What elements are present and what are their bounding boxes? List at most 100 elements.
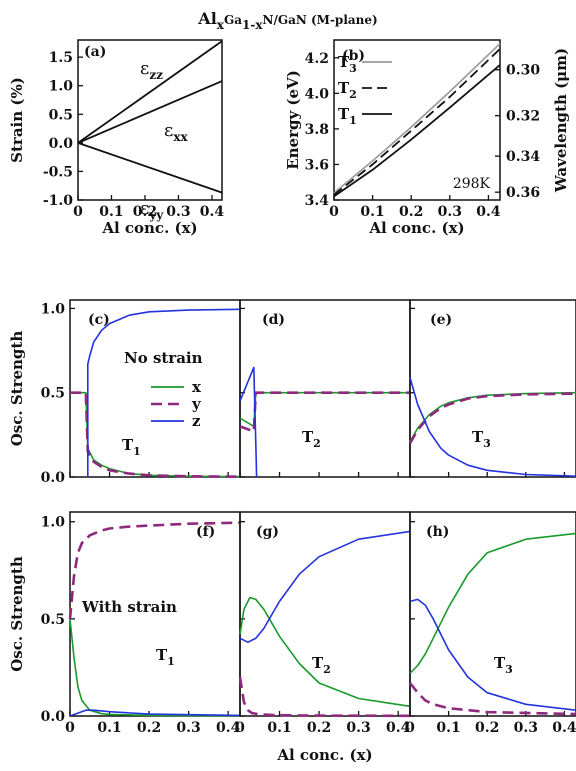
band-label-c-part: T (122, 436, 134, 454)
y-tick-label-a-0: -1.0 (43, 193, 73, 209)
x-tick-label-f-1: 0.1 (97, 720, 121, 736)
legend-label-b-t2-part: 2 (349, 88, 357, 101)
legend-label-y: y (191, 395, 202, 413)
series-line-b-t3 (333, 43, 501, 194)
x-tick-label-b-2: 0.2 (399, 204, 423, 220)
y-right-tick-label-b-2: 0.34 (506, 149, 540, 165)
series-label-yy-part: yy (148, 208, 164, 222)
series-line-a-yy (77, 142, 223, 194)
y-tick-label-c-1: 0.5 (41, 386, 65, 402)
panel-label-g: (g) (256, 524, 279, 540)
plot-frame-h (409, 511, 576, 717)
band-label-h: T3 (494, 654, 513, 676)
band-label-d-part: T (302, 428, 314, 446)
y-tick-label-f-2: 1.0 (41, 515, 66, 531)
plot-frame-a (77, 39, 223, 201)
band-label-c: T1 (122, 436, 141, 458)
x-axis-label-bottom: Al conc. (x) (276, 746, 372, 764)
series-line-e-z (409, 377, 576, 477)
y-tick-label-a-3: 0.5 (49, 107, 73, 123)
y-tick-label-b-1: 3.6 (305, 157, 329, 173)
figure-title-part: Ga (224, 13, 242, 27)
legend-label-b-t2-part: T (338, 79, 350, 97)
figure-title: AlxGa1-xN/GaN (M-plane) (197, 9, 377, 32)
x-tick-label-b-1: 0.1 (360, 204, 384, 220)
legend-label-b-t1: T1 (338, 105, 357, 127)
x-tick-label-a-0: 0 (73, 204, 83, 220)
x-tick-label-f-0: 0 (65, 720, 75, 736)
series-label-zz: εzz (140, 58, 163, 82)
x-tick-label-a-4: 0.4 (200, 204, 225, 220)
panel-label-c: (c) (88, 312, 110, 328)
band-label-f: T1 (156, 646, 175, 668)
y-tick-label-a-4: 1.0 (49, 79, 74, 95)
x-tick-label-a-2: 0.2 (133, 204, 157, 220)
series-line-h-x (409, 532, 576, 674)
y-tick-label-b-0: 3.4 (305, 193, 330, 209)
y-axis-label-a: Strain (%) (8, 77, 26, 163)
legend-label-b-t3-part: 3 (349, 62, 357, 75)
x-tick-label-b-3: 0.3 (438, 204, 462, 220)
band-label-g-part: 2 (323, 663, 331, 676)
panel-label-e: (e) (430, 312, 452, 328)
y-right-tick-label-b-1: 0.32 (506, 109, 540, 125)
y-right-tick-label-b-3: 0.36 (506, 185, 540, 201)
y-right-axis-label-b: Wavelength (μm) (552, 48, 570, 193)
panel-label-a: (a) (84, 44, 106, 60)
temperature-annotation: 298K (453, 176, 491, 192)
series-line-h-z (409, 598, 576, 711)
series-line-c-y (70, 391, 241, 478)
x-tick-label-h-4: 0.4 (552, 720, 576, 736)
legend-label-b-t1-part: 1 (349, 114, 357, 127)
figure-title-part: 1-x (242, 18, 263, 32)
panel-label-b: (b) (342, 48, 365, 64)
strain-label-c: No strain (124, 349, 203, 367)
y-axis-label-f: Osc. Strength (8, 556, 26, 672)
series-line-d-x (239, 391, 410, 428)
x-tick-label-h-3: 0.3 (514, 720, 538, 736)
series-line-f-z (69, 709, 241, 717)
y-tick-label-b-4: 4.2 (305, 51, 329, 67)
series-line-f-y (68, 521, 241, 620)
panel-label-f: (f) (196, 524, 215, 540)
panel-label-d: (d) (262, 312, 285, 328)
plot-frame-e (409, 299, 576, 478)
x-tick-label-b-0: 0 (329, 204, 339, 220)
x-axis-label-a: Al conc. (x) (101, 219, 197, 237)
legend-label-x: x (192, 378, 202, 396)
series-label-yy-part: ε (140, 198, 149, 219)
y-tick-label-c-2: 1.0 (41, 301, 66, 317)
series-line-c-z (87, 308, 241, 477)
x-tick-label-g-0: 0 (235, 720, 245, 736)
series-line-a-xx (77, 80, 223, 144)
figure-title-part: x (217, 18, 225, 32)
series-label-xx-part: ε (164, 120, 173, 141)
y-right-tick-label-b-0: 0.30 (506, 63, 540, 79)
x-tick-label-h-2: 0.2 (475, 720, 499, 736)
x-tick-label-g-4: 0.4 (386, 720, 411, 736)
series-line-h-y (408, 682, 576, 716)
series-line-e-x (409, 391, 576, 442)
legend-label-b-t3-part: T (338, 53, 350, 71)
band-label-e: T3 (472, 428, 491, 450)
y-axis-label-c: Osc. Strength (8, 331, 26, 447)
x-tick-label-h-0: 0 (405, 720, 415, 736)
band-label-h-part: T (494, 654, 506, 672)
series-line-b-t1 (333, 64, 501, 198)
series-line-g-z (239, 530, 411, 644)
figure-title-part: Al (197, 9, 217, 28)
x-tick-label-a-3: 0.3 (166, 204, 190, 220)
x-tick-label-f-2: 0.2 (137, 720, 161, 736)
band-label-e-part: 3 (483, 437, 491, 450)
x-tick-label-f-3: 0.3 (176, 720, 200, 736)
x-tick-label-g-2: 0.2 (307, 720, 331, 736)
legend-label-b-t1-part: T (338, 105, 350, 123)
y-tick-label-a-5: 1.5 (49, 50, 73, 66)
series-line-a-zz (77, 40, 223, 144)
series-line-e-y (408, 392, 576, 444)
panel-label-h: (h) (426, 524, 449, 540)
legend-label-z: z (192, 412, 201, 430)
series-line-g-x (239, 596, 411, 708)
x-tick-label-h-1: 0.1 (436, 720, 460, 736)
x-tick-label-g-1: 0.1 (267, 720, 291, 736)
